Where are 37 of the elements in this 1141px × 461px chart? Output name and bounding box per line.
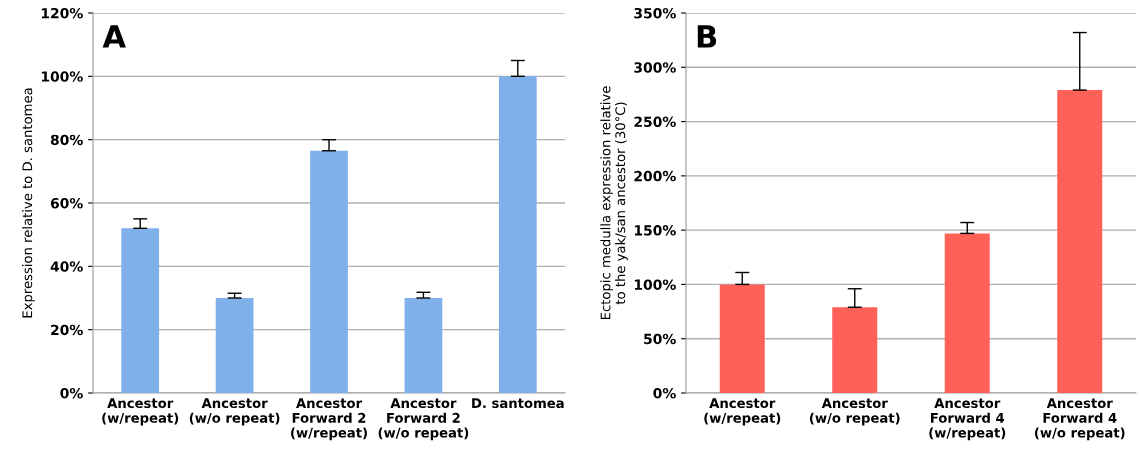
y-tick-label: 200%	[634, 170, 676, 182]
x-tick-label: Ancestor Forward 2 (w/o repeat)	[378, 398, 469, 441]
annotation: A	[102, 25, 126, 48]
y-axis-title: Ectopic medulla expression relative to the yak/san ancestor (30°C)	[600, 86, 628, 320]
y-tick-label: 250%	[634, 116, 676, 128]
x-tick-label: Ancestor (w/repeat)	[102, 398, 179, 426]
y-tick-label: 40%	[50, 261, 83, 272]
bar	[498, 76, 537, 393]
bar	[404, 298, 443, 393]
y-tick-label: 120%	[41, 7, 83, 19]
x-tick-label: Ancestor Forward 2 (w/repeat)	[291, 398, 367, 441]
y-axis-title: Expression relative to D. santomea	[22, 88, 35, 318]
y-tick-label: 0%	[60, 387, 83, 399]
y-tick-label: 20%	[51, 324, 83, 336]
x-tick-label: Ancestor Forward 4 (w/o repeat)	[1034, 398, 1125, 441]
bar	[719, 284, 765, 393]
bar	[944, 233, 990, 393]
x-tick-label: Ancestor (w/repeat)	[704, 398, 781, 426]
y-tick-label: 150%	[634, 225, 676, 236]
y-tick-label: 50%	[644, 333, 676, 345]
bar	[1057, 90, 1103, 393]
y-tick-label: 0%	[653, 387, 676, 399]
bar	[121, 228, 160, 393]
y-tick-label: 100%	[41, 71, 83, 82]
y-tick-label: 60%	[50, 197, 83, 209]
y-tick-label: 80%	[50, 134, 83, 146]
y-tick-label: 350%	[634, 7, 676, 19]
annotation: B	[697, 25, 717, 48]
y-tick-label: 100%	[634, 279, 676, 290]
y-tick-label: 300%	[634, 62, 676, 73]
x-tick-label: Ancestor (w/o repeat)	[809, 398, 900, 426]
bar	[310, 150, 348, 393]
x-tick-label: D. santomea	[472, 398, 564, 409]
bar	[215, 298, 254, 393]
x-tick-label: Ancestor Forward 4 (w/repeat)	[929, 398, 1006, 441]
x-tick-label: Ancestor (w/o repeat)	[189, 398, 280, 426]
bar	[832, 307, 878, 393]
